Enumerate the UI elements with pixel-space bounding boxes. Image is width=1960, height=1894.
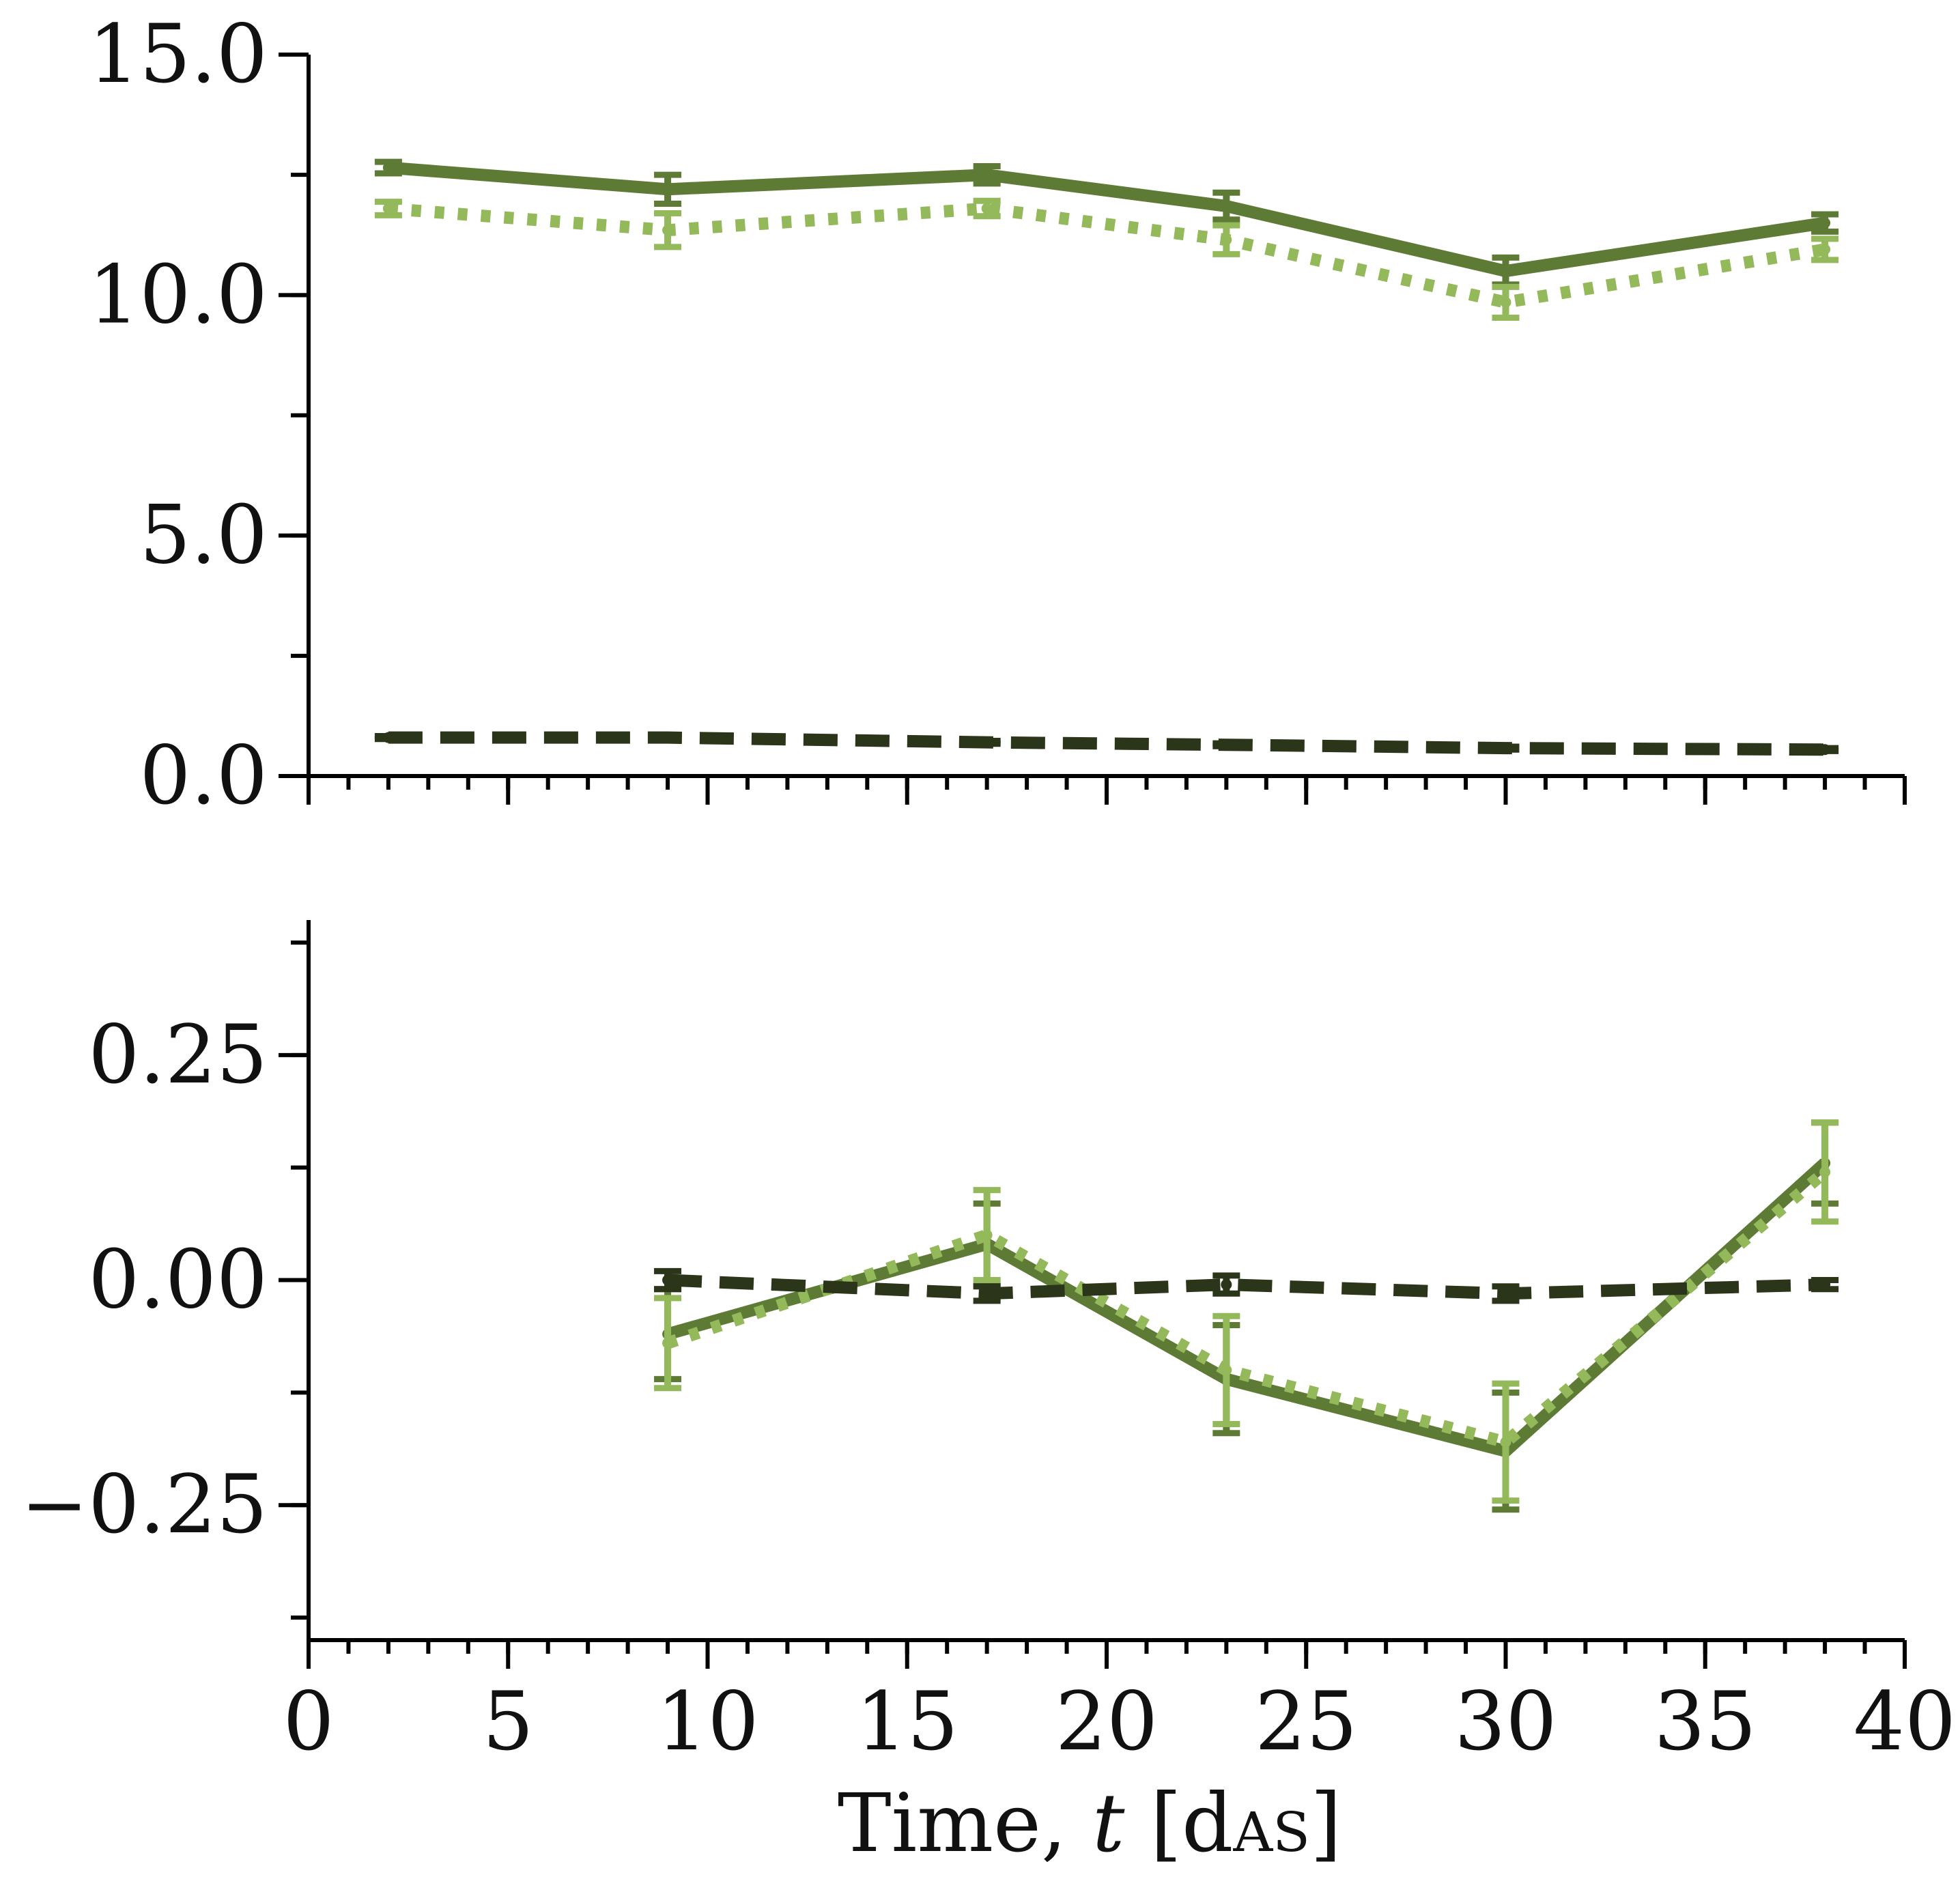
- bottom-x-tick-label: 10: [656, 1674, 758, 1768]
- top-solid-point: [662, 184, 674, 195]
- x-axis-label-main: Time,: [838, 1776, 1092, 1870]
- top-series-dotted: [374, 197, 1839, 321]
- bottom-dashed-point: [981, 1288, 993, 1300]
- top-dashed-point: [382, 732, 394, 743]
- x-axis-label-unit-open: [d: [1124, 1776, 1233, 1870]
- top-dashed-point: [1221, 739, 1232, 751]
- top-solid-line: [388, 161, 1826, 278]
- bottom-x-tick-label: 40: [1854, 1674, 1956, 1768]
- bottom-dashed-point: [1819, 1279, 1831, 1291]
- top-solid-point: [1221, 200, 1232, 212]
- top-panel: 0.0 5.0 10.0 15.0: [88, 7, 1907, 822]
- bottom-dashed-point: [662, 1274, 674, 1286]
- x-axis-label-variable: t: [1092, 1776, 1125, 1870]
- top-dotted-line: [388, 202, 1826, 309]
- bottom-dashed-point: [1500, 1288, 1511, 1300]
- bottom-series-dashed: [654, 1267, 1839, 1304]
- bottom-y-tick-label: −0.25: [20, 1457, 268, 1551]
- bottom-x-tick-label: 25: [1255, 1674, 1357, 1768]
- bottom-dotted-line: [666, 1167, 1829, 1448]
- bottom-dotted-point: [662, 1337, 674, 1349]
- bottom-x-tick-label: 35: [1654, 1674, 1757, 1768]
- bottom-solid-line: [666, 1158, 1830, 1458]
- top-dotted-point: [1500, 296, 1511, 308]
- bottom-dashed-line: [667, 1274, 1826, 1300]
- top-solid-point: [981, 169, 993, 181]
- top-dotted-point: [382, 203, 394, 214]
- bottom-x-tick-label: 30: [1454, 1674, 1557, 1768]
- top-dotted-point: [662, 225, 674, 236]
- bottom-y-tick-label: 0.00: [88, 1233, 268, 1327]
- bottom-x-tick-label: 5: [483, 1674, 534, 1768]
- top-dashed-point: [662, 732, 674, 743]
- top-solid-point: [1500, 266, 1511, 277]
- bottom-series-dotted: [654, 1119, 1839, 1504]
- top-solid-point: [1819, 217, 1831, 229]
- top-solid-point: [382, 162, 394, 173]
- x-axis-label-unit-subscript: AS: [1233, 1800, 1311, 1864]
- x-axis-label: Time, t [dAS]: [838, 1776, 1341, 1870]
- top-dotted-point: [981, 203, 993, 214]
- bottom-x-tick-label: 15: [856, 1674, 958, 1768]
- bottom-panel: −0.25 0.00 0.25 0 5 10 15 20 25 30 35 40: [20, 920, 1956, 1768]
- bottom-x-tick-label: 20: [1055, 1674, 1158, 1768]
- top-dashed-line: [388, 731, 1826, 756]
- top-y-tick-label: 10.0: [88, 247, 268, 341]
- top-series-dashed: [374, 731, 1839, 756]
- bottom-dashed-point: [1221, 1279, 1232, 1291]
- top-dashed-point: [1500, 743, 1511, 754]
- top-series-solid: [374, 158, 1839, 288]
- top-dotted-point: [1819, 244, 1831, 255]
- top-y-tick-label: 15.0: [88, 7, 268, 101]
- bottom-x-tick-label: 0: [283, 1674, 334, 1768]
- bottom-dotted-point: [1819, 1166, 1831, 1178]
- x-axis-label-unit-close: ]: [1310, 1776, 1341, 1870]
- top-dashed-point: [981, 736, 993, 748]
- top-dashed-point: [1819, 744, 1831, 756]
- bottom-dotted-point: [1500, 1436, 1511, 1448]
- bottom-dotted-point: [1221, 1364, 1232, 1376]
- top-dotted-point: [1221, 234, 1232, 246]
- top-y-tick-label: 5.0: [139, 488, 268, 582]
- bottom-y-tick-label: 0.25: [88, 1007, 268, 1102]
- top-y-tick-label: 0.0: [139, 728, 268, 822]
- bottom-dotted-point: [981, 1229, 993, 1241]
